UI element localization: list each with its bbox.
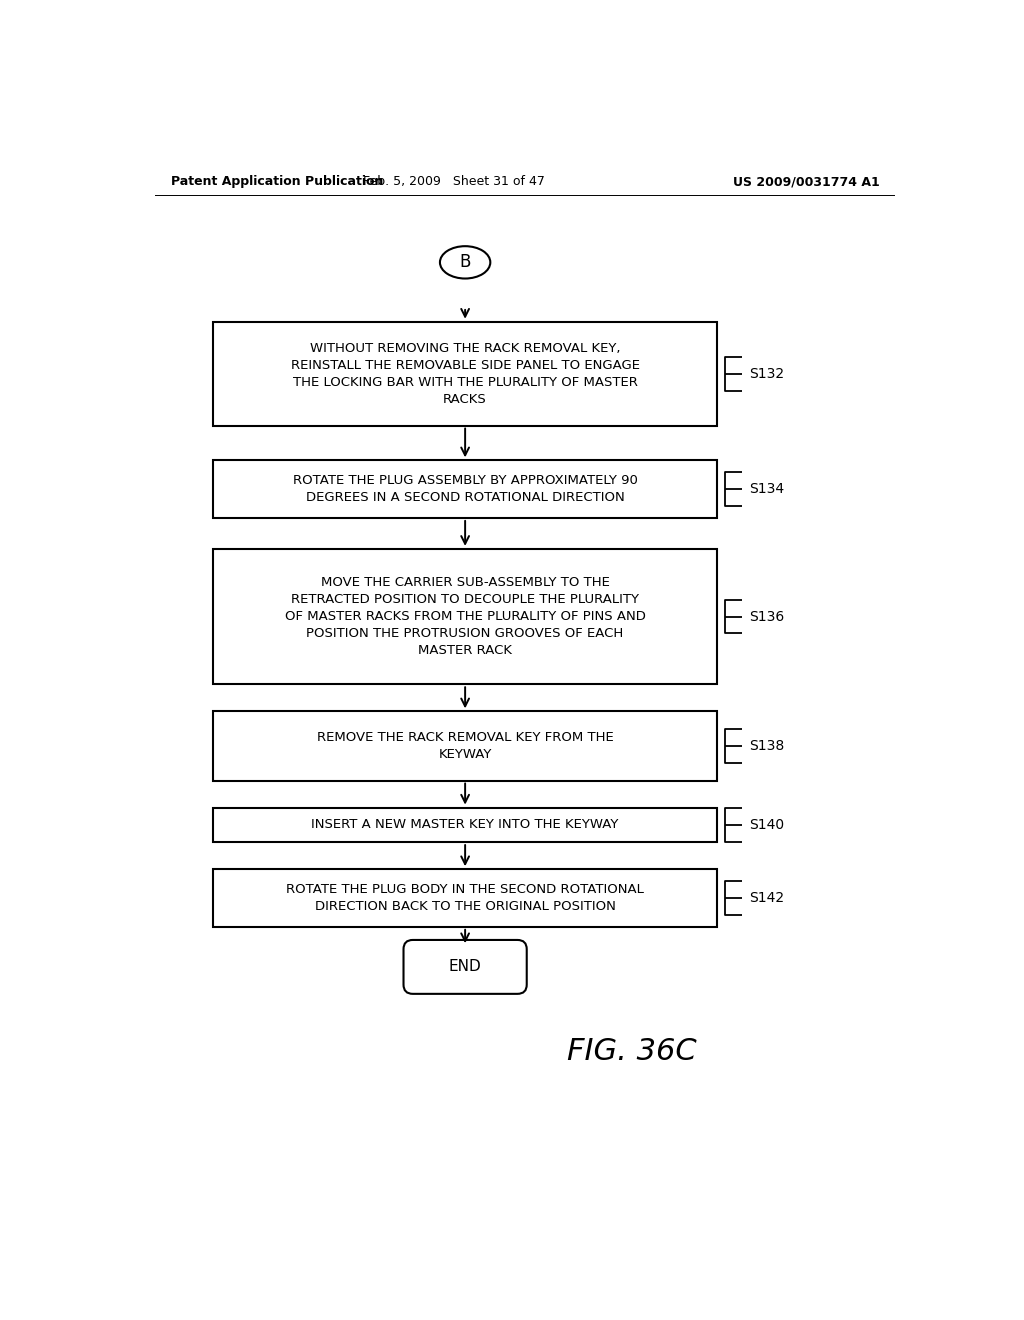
Text: S136: S136 [750, 610, 784, 623]
Text: REMOVE THE RACK REMOVAL KEY FROM THE
KEYWAY: REMOVE THE RACK REMOVAL KEY FROM THE KEY… [316, 731, 613, 760]
Text: ROTATE THE PLUG BODY IN THE SECOND ROTATIONAL
DIRECTION BACK TO THE ORIGINAL POS: ROTATE THE PLUG BODY IN THE SECOND ROTAT… [286, 883, 644, 913]
Text: B: B [460, 253, 471, 272]
Text: ROTATE THE PLUG ASSEMBLY BY APPROXIMATELY 90
DEGREES IN A SECOND ROTATIONAL DIRE: ROTATE THE PLUG ASSEMBLY BY APPROXIMATEL… [293, 474, 638, 504]
FancyBboxPatch shape [213, 711, 717, 780]
Text: FIG. 36C: FIG. 36C [567, 1038, 696, 1067]
Text: S140: S140 [750, 818, 784, 832]
FancyBboxPatch shape [213, 808, 717, 842]
FancyBboxPatch shape [213, 549, 717, 684]
Text: S142: S142 [750, 891, 784, 906]
Text: S138: S138 [750, 739, 784, 752]
Text: Patent Application Publication: Patent Application Publication [171, 176, 383, 187]
Text: MOVE THE CARRIER SUB-ASSEMBLY TO THE
RETRACTED POSITION TO DECOUPLE THE PLURALIT: MOVE THE CARRIER SUB-ASSEMBLY TO THE RET… [285, 576, 645, 657]
FancyBboxPatch shape [213, 869, 717, 927]
Text: Feb. 5, 2009   Sheet 31 of 47: Feb. 5, 2009 Sheet 31 of 47 [362, 176, 545, 187]
FancyBboxPatch shape [403, 940, 526, 994]
Text: INSERT A NEW MASTER KEY INTO THE KEYWAY: INSERT A NEW MASTER KEY INTO THE KEYWAY [311, 818, 618, 832]
Text: S134: S134 [750, 482, 784, 496]
Text: US 2009/0031774 A1: US 2009/0031774 A1 [733, 176, 880, 187]
Text: WITHOUT REMOVING THE RACK REMOVAL KEY,
REINSTALL THE REMOVABLE SIDE PANEL TO ENG: WITHOUT REMOVING THE RACK REMOVAL KEY, R… [291, 342, 640, 405]
FancyBboxPatch shape [213, 322, 717, 425]
Text: END: END [449, 960, 481, 974]
Text: S132: S132 [750, 367, 784, 380]
Ellipse shape [440, 246, 490, 279]
FancyBboxPatch shape [213, 461, 717, 517]
